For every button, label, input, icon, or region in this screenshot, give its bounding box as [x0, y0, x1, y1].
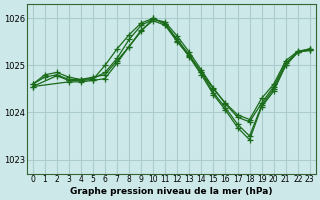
X-axis label: Graphe pression niveau de la mer (hPa): Graphe pression niveau de la mer (hPa) — [70, 187, 273, 196]
